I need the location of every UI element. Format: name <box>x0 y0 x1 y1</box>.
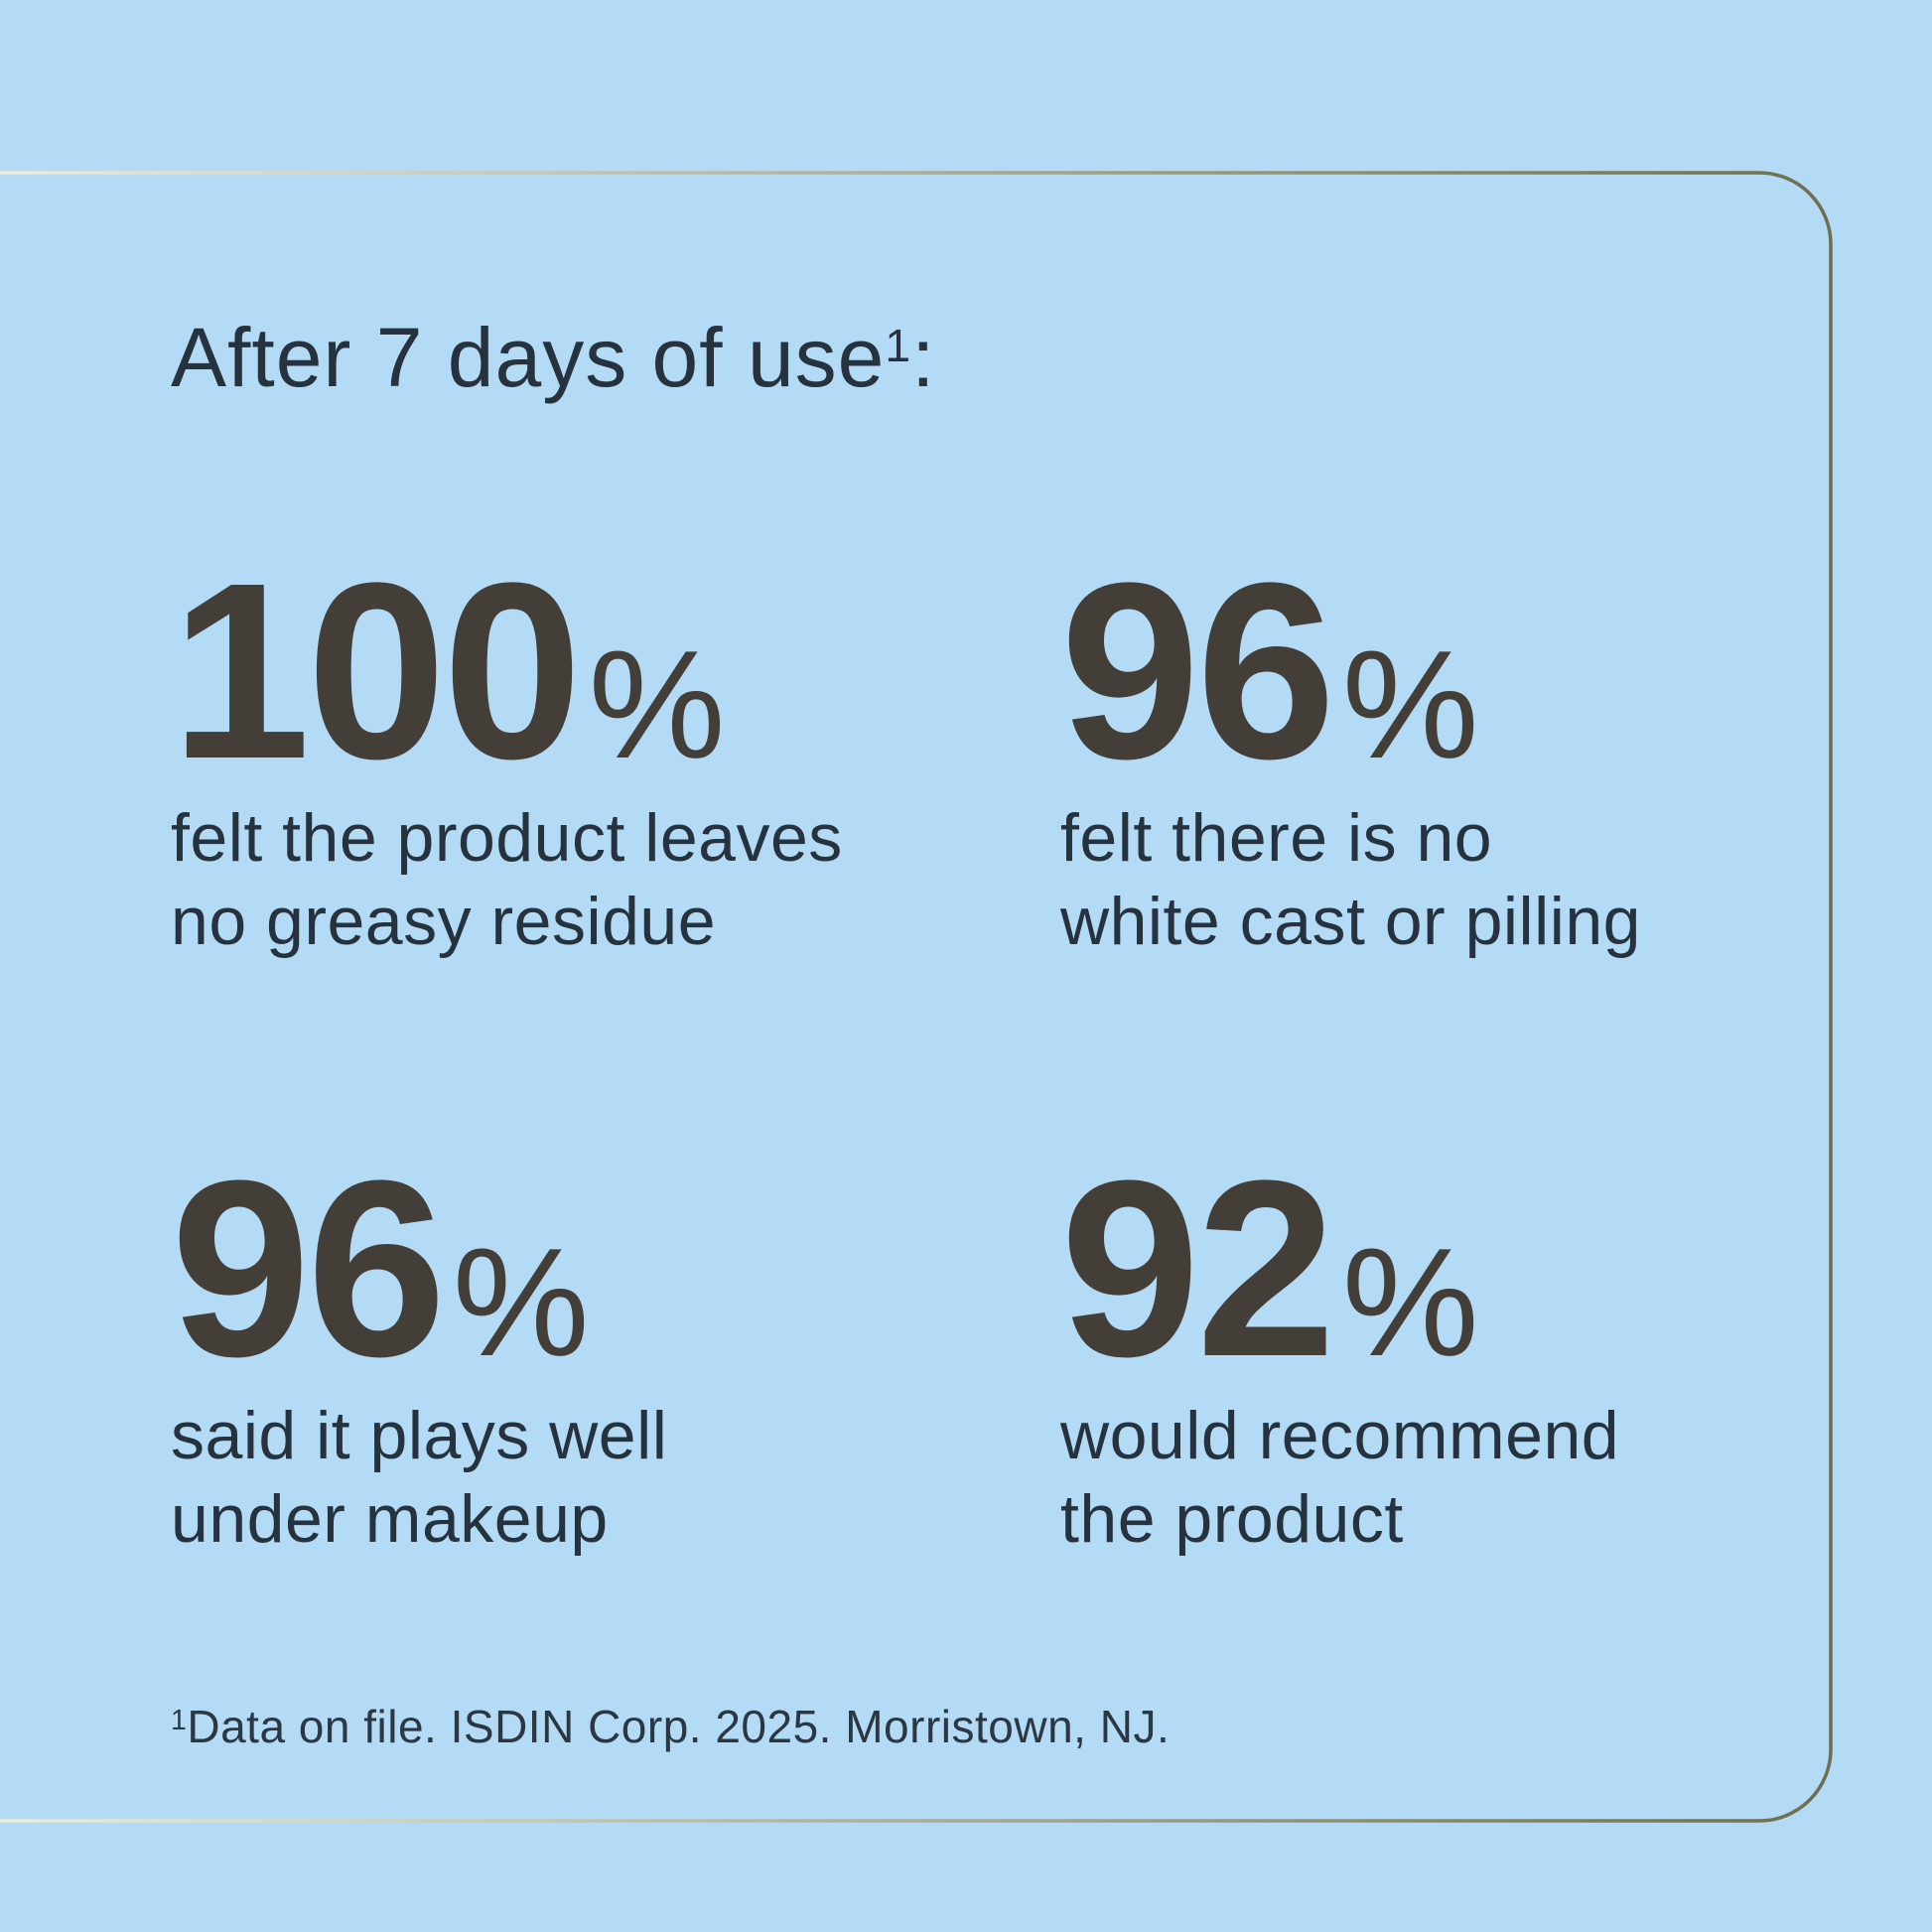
stat-block-no-white-cast: 96% felt there is no white cast or pilli… <box>1060 545 1874 963</box>
percent-sign: % <box>588 619 726 790</box>
percent-sign: % <box>1341 1216 1479 1388</box>
page-title-text: After 7 days of use <box>171 311 886 404</box>
footnote: 1Data on file. ISDIN Corp. 2025. Morrist… <box>171 1700 1170 1754</box>
page-title-punctuation: : <box>911 311 936 404</box>
stat-value-number: 92 <box>1060 1128 1336 1409</box>
stat-value: 92% <box>1060 1143 1874 1394</box>
stat-caption: would recommend the product <box>1060 1398 1620 1557</box>
footnote-text: Data on file. ISDIN Corp. 2025. Morristo… <box>187 1701 1171 1752</box>
rounded-panel-border <box>0 171 1833 1823</box>
stat-value-number: 96 <box>1060 530 1336 811</box>
page-title: After 7 days of use1: <box>171 316 935 399</box>
stat-value-number: 96 <box>171 1128 447 1409</box>
footnote-superscript: 1 <box>171 1705 188 1737</box>
stat-block-no-greasy-residue: 100% felt the product leaves no greasy r… <box>171 545 985 963</box>
stat-value: 96% <box>1060 545 1874 796</box>
percent-sign: % <box>1341 619 1479 790</box>
stat-block-plays-well-under-makeup: 96% said it plays well under makeup <box>171 1143 985 1561</box>
stat-value-number: 100 <box>171 530 583 811</box>
stat-value: 100% <box>171 545 985 796</box>
stat-value: 96% <box>171 1143 985 1394</box>
stat-caption: felt the product leaves no greasy residu… <box>171 800 843 959</box>
stat-caption: felt there is no white cast or pilling <box>1060 800 1641 959</box>
stat-block-would-recommend: 92% would recommend the product <box>1060 1143 1874 1561</box>
percent-sign: % <box>452 1216 590 1388</box>
stat-caption: said it plays well under makeup <box>171 1398 668 1557</box>
page-title-superscript: 1 <box>885 319 912 371</box>
